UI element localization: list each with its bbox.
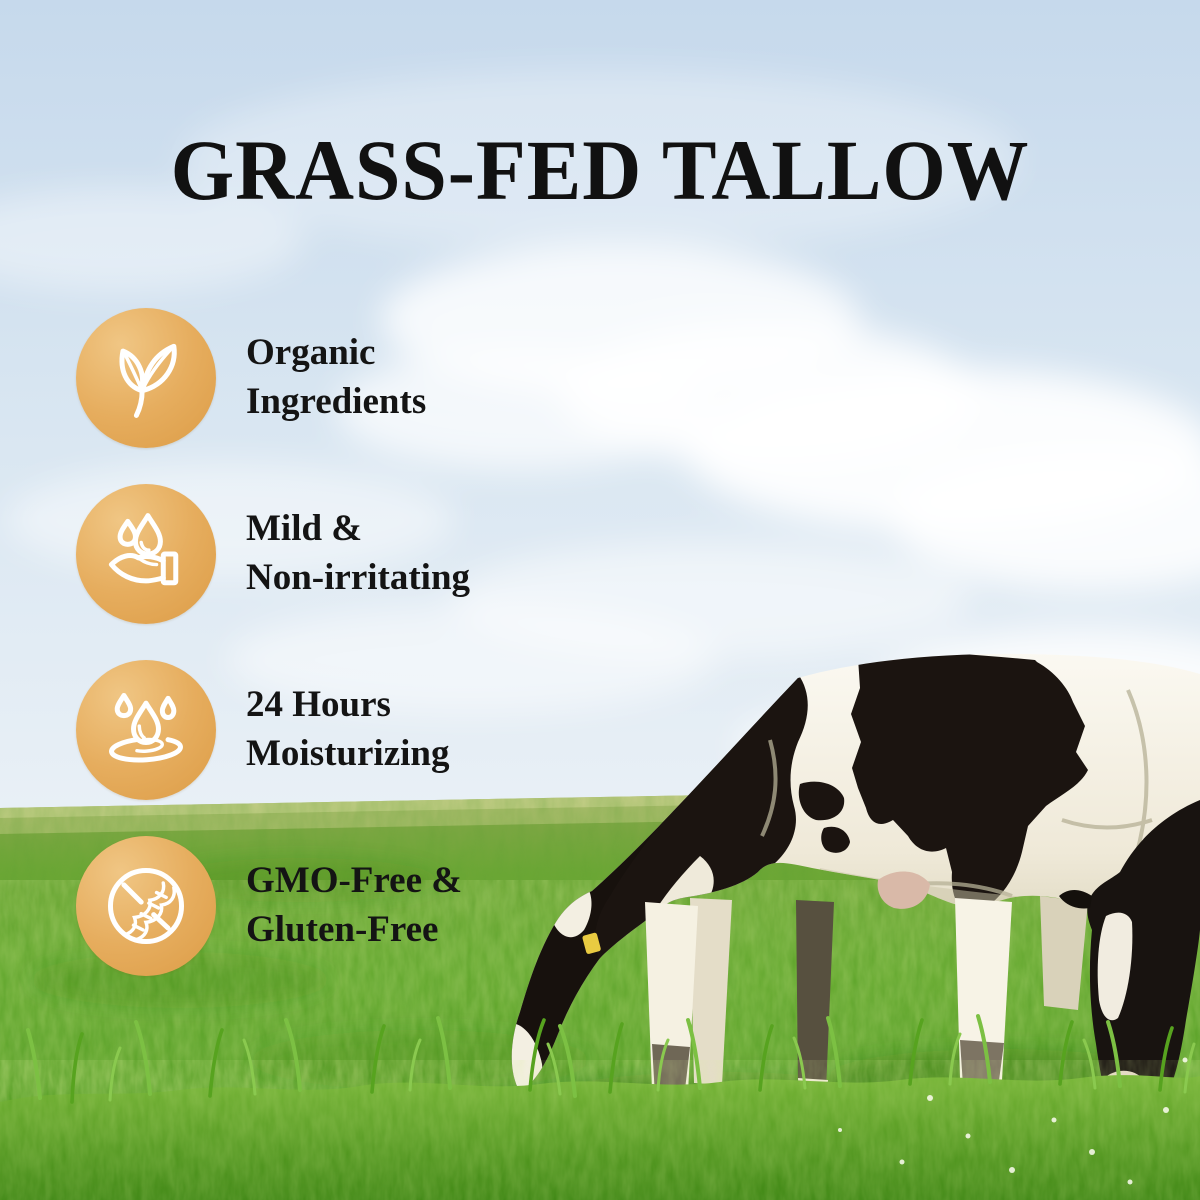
mild-badge: [76, 484, 216, 624]
feature-gmo-gluten-free: GMO-Free & Gluten-Free: [76, 836, 462, 976]
cow-main-forehead-patch: [552, 888, 592, 938]
cow-main: [511, 653, 1200, 1130]
feature-label-line: Non-irritating: [246, 557, 471, 598]
moisturizing-drops-ripple-icon: [109, 692, 183, 763]
cow-main-front-legs: [645, 898, 1012, 1098]
cow-main-front-leg-far: [796, 900, 834, 1090]
feature-label-line: Moisturizing: [246, 733, 450, 774]
moisturizing-badge: [76, 660, 216, 800]
cow-main-udder: [877, 871, 930, 909]
feature-label-line: Organic: [246, 332, 376, 374]
cow-main-hind-leg-far: [1040, 896, 1088, 1010]
feature-organic-ingredients: Organic Ingredients: [76, 308, 426, 448]
feature-label: Mild & Non-irritating: [246, 505, 470, 603]
cow-second-blaze: [1097, 912, 1133, 1021]
leaf-icon: [119, 343, 177, 418]
cow-second-head: [1087, 800, 1200, 1120]
grass-flecks: [838, 1057, 1188, 1185]
feature-label-line: Gluten-Free: [246, 909, 439, 950]
cow-second-ear: [1059, 890, 1092, 909]
cow-main-ear-tag: [582, 932, 601, 954]
feature-label-line: Ingredients: [246, 381, 427, 422]
feature-24h-moisturizing: 24 Hours Moisturizing: [76, 660, 449, 800]
cow-main-mid-patch: [851, 653, 1088, 914]
feature-label-line: 24 Hours: [246, 684, 391, 726]
feature-label-line: GMO-Free &: [246, 860, 463, 902]
feature-label: 24 Hours Moisturizing: [246, 681, 449, 779]
page-title: GRASS-FED TALLOW: [170, 121, 1030, 218]
feature-label: Organic Ingredients: [246, 329, 426, 427]
hand-with-water-drops-icon: [108, 513, 179, 586]
foreground-grass: [0, 1014, 1200, 1200]
no-gmo-dna-icon: [107, 867, 185, 945]
feature-label: GMO-Free & Gluten-Free: [246, 857, 462, 955]
feature-mild-non-irritating: Mild & Non-irritating: [76, 484, 470, 624]
organic-badge: [76, 308, 216, 448]
cow-main-shoulder-patch: [595, 674, 808, 960]
gmo-free-badge: [76, 836, 216, 976]
feature-label-line: Mild &: [246, 508, 363, 550]
